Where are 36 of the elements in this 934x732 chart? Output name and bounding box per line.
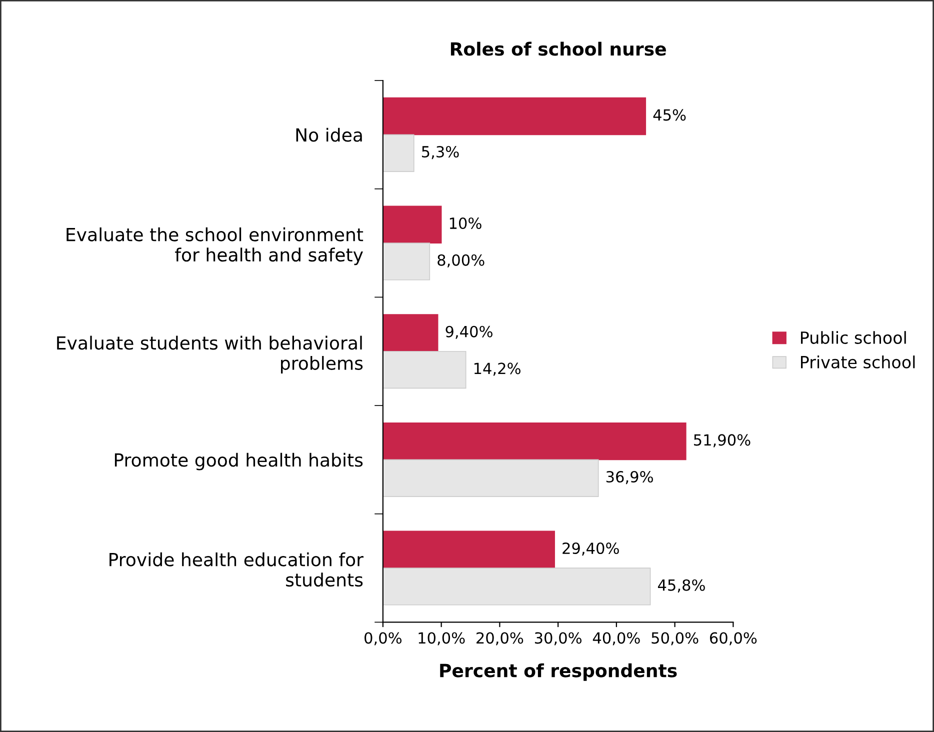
data-label: 9,40% [446,326,492,339]
y-tick-label: Evaluate the school environment for health and safety [66,227,364,266]
chart-title: Roles of school nurse [450,42,666,56]
data-label: 8,00% [438,254,484,268]
data-label: 36,9% [606,470,653,484]
bar [382,459,599,497]
x-tick-label: 30,0% [534,632,582,646]
y-tick-label: Promote good health habits [114,452,363,470]
bar [382,568,651,606]
legend-label: Private school [801,356,915,368]
data-label: 14,2% [474,362,520,376]
bar [382,242,430,280]
data-label: 51,90% [694,434,750,448]
data-label: 45% [653,109,686,121]
data-label: 5,3% [422,146,459,160]
x-axis-title: Percent of respondents [440,663,677,681]
x-tick-label: 20,0% [476,632,524,646]
bar [382,350,466,389]
y-tick-label: Provide health education for students [110,552,364,587]
y-tick-label: No idea [296,128,362,142]
x-tick-label: 10,0% [418,632,465,646]
x-tick-label: 60,0% [710,632,757,646]
data-label: 45,8% [658,579,705,592]
x-tick-label: 40,0% [592,632,640,646]
bar [382,314,438,352]
data-label: 10% [450,217,482,230]
bar [382,134,414,172]
legend-label: Public school [801,331,906,344]
bar [382,97,646,136]
x-tick-label: 50,0% [652,632,698,646]
bar [382,206,442,244]
data-label: 29,40% [562,542,619,556]
x-tick-label: 0,0% [364,632,402,646]
bar [382,422,686,460]
y-tick-label: Evaluate students with behavioral problems [57,336,363,374]
bar [382,530,555,568]
